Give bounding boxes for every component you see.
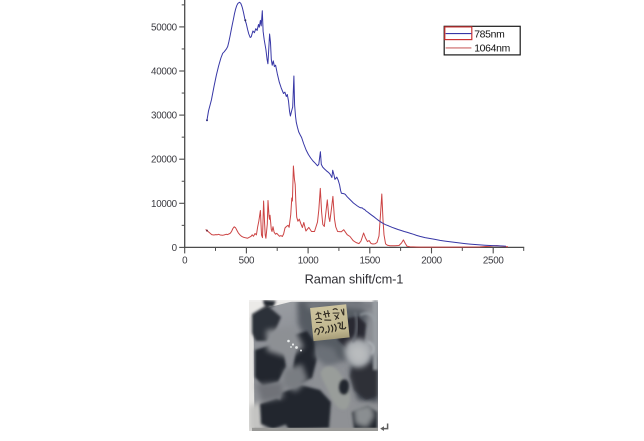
svg-text:10000: 10000 <box>151 199 178 210</box>
svg-text:2500: 2500 <box>483 255 504 266</box>
svg-text:1064nm: 1064nm <box>474 44 510 55</box>
svg-text:20000: 20000 <box>151 155 178 166</box>
svg-text:0: 0 <box>172 243 178 254</box>
svg-text:Raman shift/cm-1: Raman shift/cm-1 <box>305 272 404 287</box>
svg-text:40000: 40000 <box>151 67 178 78</box>
svg-text:1000: 1000 <box>298 255 319 266</box>
svg-text:1500: 1500 <box>359 255 380 266</box>
svg-text:500: 500 <box>239 255 255 266</box>
svg-text:30000: 30000 <box>151 111 178 122</box>
svg-text:785nm: 785nm <box>474 29 504 40</box>
svg-text:0: 0 <box>182 255 188 266</box>
svg-text:2000: 2000 <box>421 255 442 266</box>
svg-text:50000: 50000 <box>151 22 178 33</box>
